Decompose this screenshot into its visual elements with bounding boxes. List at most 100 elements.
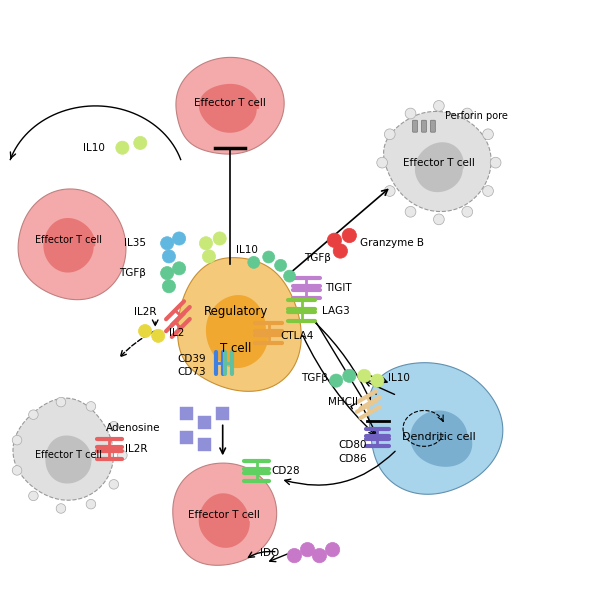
Circle shape: [342, 229, 357, 242]
Circle shape: [29, 491, 38, 500]
Circle shape: [213, 232, 226, 245]
Polygon shape: [13, 398, 114, 500]
Text: Effector T cell: Effector T cell: [194, 98, 266, 108]
Circle shape: [199, 236, 213, 250]
Circle shape: [56, 504, 66, 513]
Circle shape: [490, 157, 501, 168]
Circle shape: [327, 233, 341, 247]
Text: IL10: IL10: [236, 245, 258, 256]
Circle shape: [343, 369, 356, 382]
Circle shape: [109, 421, 119, 431]
Text: CD28: CD28: [272, 466, 300, 476]
Circle shape: [325, 542, 339, 557]
Text: Perforin pore: Perforin pore: [445, 111, 508, 121]
Circle shape: [483, 129, 493, 140]
Circle shape: [173, 232, 186, 245]
Polygon shape: [199, 84, 259, 133]
Polygon shape: [368, 362, 503, 494]
Circle shape: [117, 451, 127, 460]
Circle shape: [202, 250, 215, 263]
Circle shape: [377, 157, 387, 168]
Polygon shape: [206, 295, 268, 368]
Circle shape: [86, 401, 96, 411]
Text: IL35: IL35: [124, 238, 146, 248]
Circle shape: [405, 206, 416, 217]
Circle shape: [284, 270, 296, 282]
Polygon shape: [46, 436, 92, 484]
Polygon shape: [18, 189, 126, 299]
Text: Regulatory: Regulatory: [204, 305, 268, 318]
Text: IL10: IL10: [388, 373, 410, 383]
Circle shape: [405, 108, 416, 119]
Circle shape: [287, 548, 301, 563]
Circle shape: [358, 369, 371, 382]
Circle shape: [300, 542, 315, 557]
Text: IL10: IL10: [82, 143, 105, 153]
Text: CD39
CD73: CD39 CD73: [177, 354, 206, 377]
Polygon shape: [415, 142, 464, 192]
Circle shape: [109, 479, 119, 489]
Text: Effector T cell: Effector T cell: [35, 235, 102, 245]
Text: LAG3: LAG3: [322, 306, 350, 316]
Circle shape: [434, 214, 444, 225]
FancyBboxPatch shape: [421, 120, 426, 132]
Circle shape: [248, 256, 260, 268]
Text: IL2R: IL2R: [125, 445, 148, 454]
Circle shape: [161, 266, 173, 280]
FancyBboxPatch shape: [430, 120, 435, 132]
Text: T cell: T cell: [220, 342, 252, 355]
Bar: [198, 438, 212, 451]
Text: IDO: IDO: [260, 548, 279, 557]
Polygon shape: [384, 112, 491, 212]
Circle shape: [116, 141, 129, 154]
Circle shape: [384, 129, 395, 140]
Text: Effector T cell: Effector T cell: [188, 510, 260, 520]
Circle shape: [138, 325, 152, 338]
Circle shape: [263, 251, 275, 263]
Circle shape: [483, 185, 493, 196]
Circle shape: [462, 108, 473, 119]
Text: MHCII: MHCII: [328, 397, 359, 407]
Text: TGFβ: TGFβ: [304, 253, 331, 263]
Polygon shape: [44, 218, 95, 272]
Bar: [198, 416, 212, 429]
Polygon shape: [176, 58, 284, 154]
Circle shape: [462, 206, 473, 217]
Circle shape: [12, 466, 22, 475]
Circle shape: [12, 436, 22, 445]
Text: Effector T cell: Effector T cell: [35, 450, 102, 460]
Text: Effector T cell: Effector T cell: [403, 158, 475, 167]
Text: TGFβ: TGFβ: [119, 268, 146, 278]
Bar: [216, 407, 229, 420]
Text: IL2: IL2: [169, 328, 184, 338]
Circle shape: [56, 397, 66, 407]
Circle shape: [312, 548, 327, 563]
Text: Dendritic cell: Dendritic cell: [402, 433, 476, 442]
Bar: [180, 431, 194, 444]
Circle shape: [275, 259, 287, 271]
Circle shape: [384, 185, 395, 196]
Circle shape: [161, 236, 173, 250]
Circle shape: [371, 374, 384, 387]
Circle shape: [173, 262, 186, 275]
Circle shape: [162, 250, 175, 263]
Polygon shape: [199, 493, 250, 548]
Polygon shape: [410, 410, 472, 467]
Text: IL2R: IL2R: [135, 307, 157, 317]
Text: CTLA4: CTLA4: [280, 331, 314, 341]
Circle shape: [133, 136, 147, 149]
FancyBboxPatch shape: [413, 120, 418, 132]
Circle shape: [434, 101, 444, 111]
Circle shape: [152, 329, 165, 343]
Circle shape: [330, 374, 343, 387]
Text: TIGIT: TIGIT: [325, 283, 352, 293]
Text: Adenosine: Adenosine: [106, 424, 160, 433]
Text: TGFβ: TGFβ: [301, 373, 328, 383]
Circle shape: [162, 280, 175, 293]
Circle shape: [86, 499, 96, 509]
Bar: [180, 407, 194, 420]
Text: CD80
CD86: CD80 CD86: [339, 440, 367, 464]
Text: Granzyme B: Granzyme B: [360, 238, 424, 248]
Circle shape: [29, 410, 38, 419]
Circle shape: [333, 244, 347, 258]
